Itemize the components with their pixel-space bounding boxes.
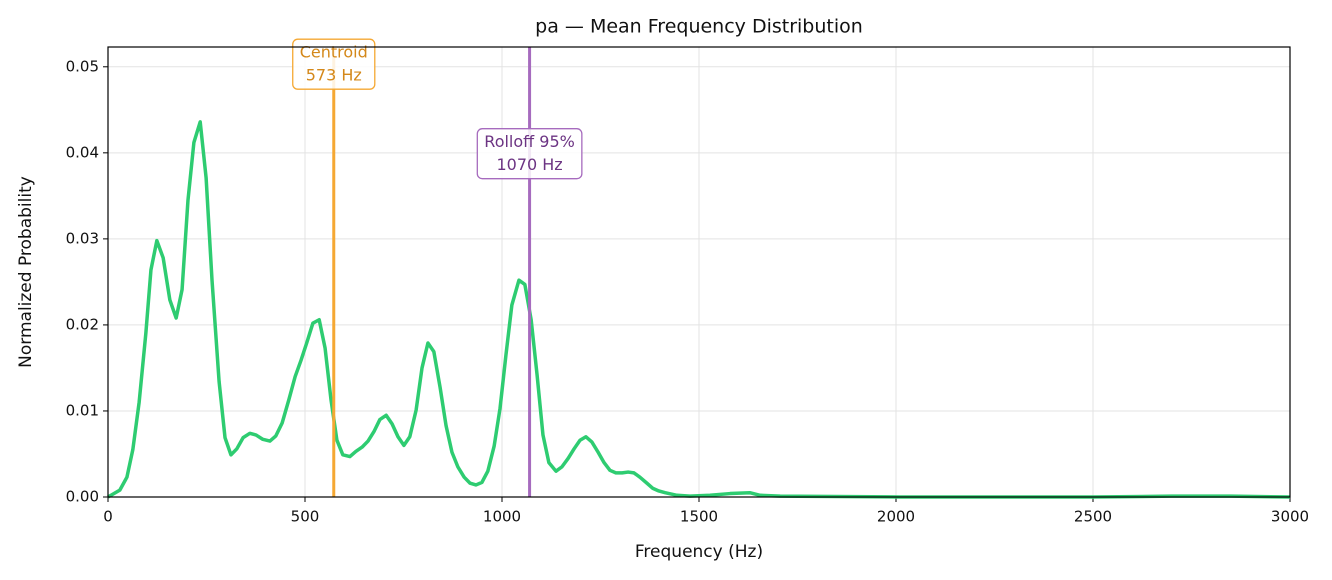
x-tick-label: 500 [291, 508, 320, 526]
annotation-value: 573 Hz [306, 66, 362, 85]
x-tick-label: 2500 [1074, 508, 1112, 526]
y-axis-label: Normalized Probability [16, 176, 36, 368]
y-tick-label: 0.02 [66, 315, 99, 333]
plot-frame [107, 46, 1291, 498]
annotation-box [476, 128, 583, 180]
x-tick-label: 2000 [877, 508, 915, 526]
y-tick-label: 0.05 [66, 57, 99, 75]
x-tick-label: 1000 [483, 508, 521, 526]
annotation-box [292, 38, 376, 90]
y-tick-label: 0.01 [66, 401, 99, 419]
x-tick-label: 1500 [680, 508, 718, 526]
x-tick-label: 3000 [1271, 508, 1309, 526]
annotation-value: 1070 Hz [496, 155, 562, 174]
x-axis-label: Frequency (Hz) [635, 542, 763, 562]
y-tick-label: 0.03 [66, 229, 99, 247]
annotation-label: Centroid [300, 43, 368, 62]
y-tick-label: 0.04 [66, 143, 99, 161]
y-tick-label: 0.00 [66, 488, 99, 506]
line [107, 120, 1291, 499]
annotation-label: Rolloff 95% [484, 132, 575, 151]
chart-title: pa — Mean Frequency Distribution [535, 16, 863, 38]
x-tick-label: 0 [103, 508, 113, 526]
